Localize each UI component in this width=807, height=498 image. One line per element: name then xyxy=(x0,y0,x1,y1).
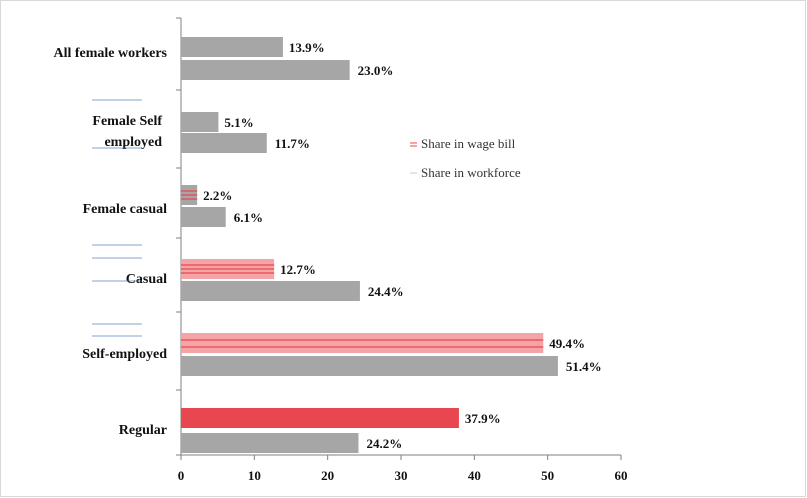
category-label-female-self-employed-line2: employed xyxy=(104,135,162,150)
category-label-all-female-workers: All female workers xyxy=(53,46,167,61)
category-label-regular: Regular xyxy=(119,423,167,438)
data-label-workforce: 6.1% xyxy=(234,210,263,225)
x-tick-label: 50 xyxy=(541,468,554,483)
x-tick-label: 20 xyxy=(321,468,334,483)
x-tick-label: 30 xyxy=(395,468,408,483)
data-label-wage-bill: 13.9% xyxy=(289,40,325,55)
data-label-workforce: 24.2% xyxy=(366,436,402,451)
category-label-female-casual: Female casual xyxy=(83,202,167,217)
label-guide-lines xyxy=(92,99,142,337)
x-tick-label: 10 xyxy=(248,468,261,483)
x-axis-ticks: 0 10 20 30 40 50 60 xyxy=(176,17,628,483)
category-label-self-employed: Self-employed xyxy=(82,347,167,362)
bar-workforce xyxy=(181,356,558,376)
bar-workforce xyxy=(181,207,226,227)
bar-workforce xyxy=(181,60,350,80)
data-label-workforce: 11.7% xyxy=(275,136,310,151)
bar-wage-bill xyxy=(181,112,219,132)
data-label-workforce: 51.4% xyxy=(566,359,602,374)
bar-wage-bill xyxy=(181,333,544,353)
data-label-workforce: 24.4% xyxy=(368,284,404,299)
data-label-wage-bill: 12.7% xyxy=(280,262,316,277)
bar-wage-bill xyxy=(181,37,283,57)
category-label-casual: Casual xyxy=(126,272,167,287)
legend: Share in wage bill Share in workforce xyxy=(410,136,521,180)
data-label-wage-bill: 49.4% xyxy=(549,336,585,351)
legend-label-wage-bill: Share in wage bill xyxy=(421,136,516,151)
data-label-wage-bill: 5.1% xyxy=(224,115,253,130)
bar-wage-bill xyxy=(181,408,459,428)
bar-workforce xyxy=(181,281,360,301)
data-labels-group: 13.9% 23.0% 5.1% 11.7% 2.2%6.1% 12.7% 24.4% 49.… xyxy=(203,40,602,451)
legend-label-workforce: Share in workforce xyxy=(421,165,521,180)
bar-workforce xyxy=(181,133,267,153)
bar-workforce xyxy=(181,433,359,453)
data-label-workforce: 23.0% xyxy=(358,63,394,78)
x-tick-label: 40 xyxy=(468,468,481,483)
x-tick-label: 0 xyxy=(178,468,185,483)
bars-group xyxy=(181,37,558,453)
data-label-wage-bill: 37.9% xyxy=(465,411,501,426)
category-label-female-self-employed-line1: Female Self xyxy=(92,114,162,129)
data-label-wage-bill: 2.2% xyxy=(203,188,232,203)
x-tick-label: 60 xyxy=(615,468,628,483)
